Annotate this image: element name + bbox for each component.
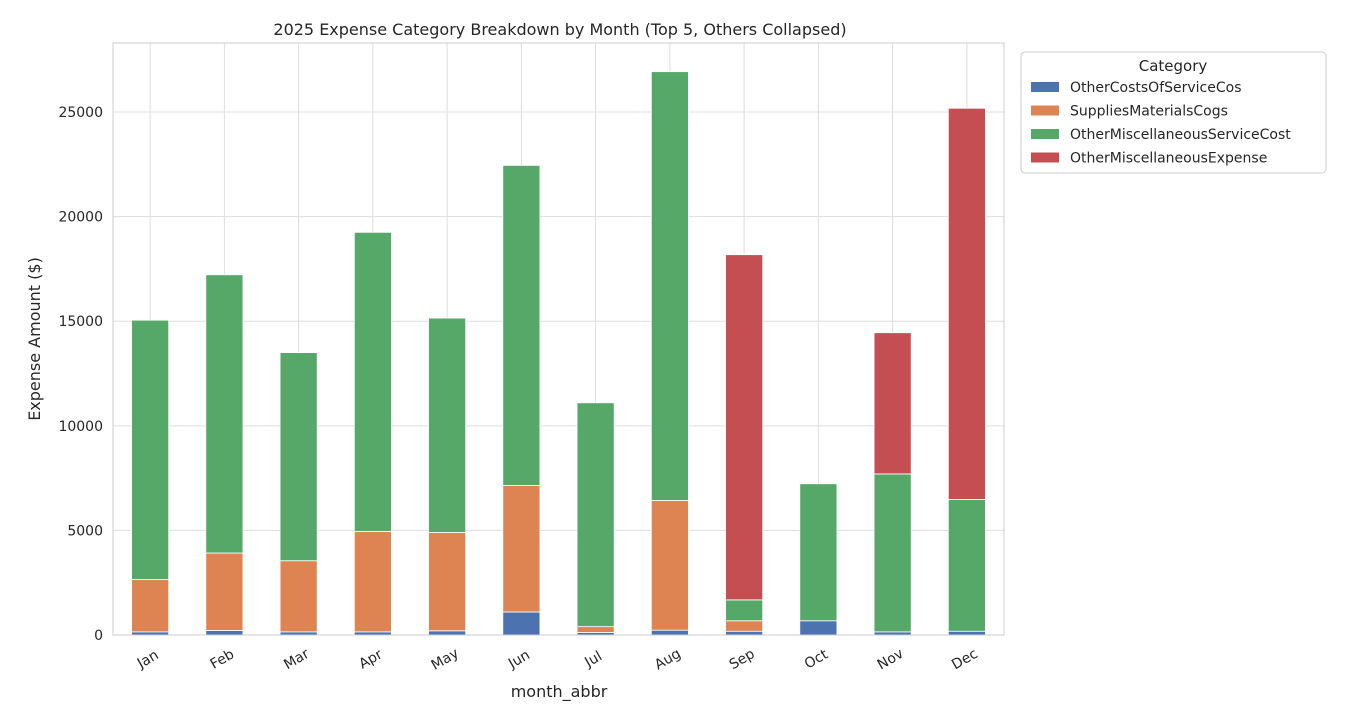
bars <box>131 71 986 636</box>
bar-segment <box>279 560 318 633</box>
chart-title: 2025 Expense Category Breakdown by Month… <box>273 20 846 39</box>
bar-segment <box>428 532 467 632</box>
legend-label: OtherCostsOfServiceCos <box>1070 80 1242 96</box>
bar-stack-may <box>428 317 467 636</box>
bar-segment <box>725 630 764 636</box>
legend-item: OtherMiscellaneousServiceCost <box>1031 127 1291 143</box>
legend-items: OtherCostsOfServiceCos SuppliesMaterialsC… <box>1031 80 1291 167</box>
x-tick-labels: Jan Feb Mar Apr May Jun Jul Aug Sep Oct Nov Dec <box>134 645 981 673</box>
bar-segment <box>799 620 838 636</box>
plot-frame <box>112 42 1005 636</box>
legend-label: OtherMiscellaneousServiceCost <box>1070 127 1291 143</box>
x-tick-label: Dec <box>949 646 980 673</box>
legend: Category OtherCostsOfServiceCos SuppliesM… <box>1020 51 1327 174</box>
x-tick-label: Sep <box>727 646 758 673</box>
y-tick-label: 15000 <box>58 314 103 330</box>
bar-segment <box>650 71 689 501</box>
legend-item: OtherMiscellaneousExpense <box>1031 151 1267 167</box>
y-axis-label: Expense Amount ($) <box>25 257 44 421</box>
x-tick-label: Nov <box>875 646 907 674</box>
legend-swatch <box>1031 129 1059 139</box>
x-tick-label: Jun <box>505 647 533 672</box>
x-tick-label: Oct <box>802 646 831 672</box>
legend-item: SuppliesMaterialsCogs <box>1031 104 1228 120</box>
bar-stack-aug <box>650 71 689 636</box>
bar-stack-nov <box>873 332 912 636</box>
bar-stack-oct <box>799 483 838 636</box>
y-tick-label: 0 <box>94 628 103 644</box>
bar-segment <box>428 630 467 636</box>
legend-title: Category <box>1139 57 1208 75</box>
legend-swatch <box>1031 82 1059 92</box>
x-tick-label: May <box>429 645 462 673</box>
legend-label: OtherMiscellaneousExpense <box>1070 151 1267 167</box>
bar-segment <box>725 599 764 622</box>
bar-segment <box>353 531 392 633</box>
grid <box>113 43 1004 636</box>
bar-segment <box>502 164 541 486</box>
y-tick-labels: 0 5000 10000 15000 20000 25000 <box>58 105 103 644</box>
bar-segment <box>799 483 838 622</box>
bar-segment <box>205 552 244 631</box>
bar-segment <box>650 500 689 631</box>
x-tick-label: Aug <box>652 646 684 674</box>
bar-segment <box>205 629 244 636</box>
bar-segment <box>131 319 170 580</box>
bar-segment <box>947 107 986 500</box>
y-tick-label: 5000 <box>67 523 103 539</box>
x-tick-label: Jul <box>581 648 605 671</box>
bar-segment <box>947 499 986 632</box>
bar-segment <box>873 332 912 475</box>
bar-segment <box>873 473 912 633</box>
x-axis-label: month_abbr <box>511 682 608 702</box>
legend-swatch <box>1031 105 1059 116</box>
bar-stack-sep <box>725 254 764 636</box>
bar-stack-jan <box>131 319 170 636</box>
bar-stack-dec <box>947 107 986 636</box>
bar-stack-mar <box>279 352 318 636</box>
x-tick-label: Feb <box>208 646 238 672</box>
x-tick-label: Apr <box>356 646 385 672</box>
bar-segment <box>576 402 615 628</box>
x-tick-label: Mar <box>281 646 312 673</box>
bar-segment <box>725 620 764 632</box>
y-tick-label: 10000 <box>58 419 103 435</box>
legend-swatch <box>1031 152 1059 163</box>
bar-stack-jun <box>502 164 541 636</box>
bar-stack-jul <box>576 402 615 636</box>
bar-segment <box>947 630 986 636</box>
legend-frame <box>1020 51 1327 174</box>
bar-segment <box>428 317 467 533</box>
bar-segment <box>502 611 541 636</box>
y-tick-label: 20000 <box>58 210 103 226</box>
bar-segment <box>205 274 244 554</box>
bar-segment <box>725 254 764 601</box>
bar-stack-feb <box>205 274 244 636</box>
bar-segment <box>279 352 318 562</box>
legend-label: SuppliesMaterialsCogs <box>1070 104 1228 120</box>
legend-item: OtherCostsOfServiceCos <box>1031 80 1242 96</box>
bar-segment <box>576 626 615 633</box>
bar-segment <box>353 231 392 532</box>
y-tick-label: 25000 <box>58 105 103 121</box>
bar-segment <box>650 629 689 636</box>
x-tick-label: Jan <box>134 647 162 672</box>
bar-segment <box>131 579 170 633</box>
bar-stack-apr <box>353 231 392 636</box>
bar-segment <box>502 485 541 613</box>
